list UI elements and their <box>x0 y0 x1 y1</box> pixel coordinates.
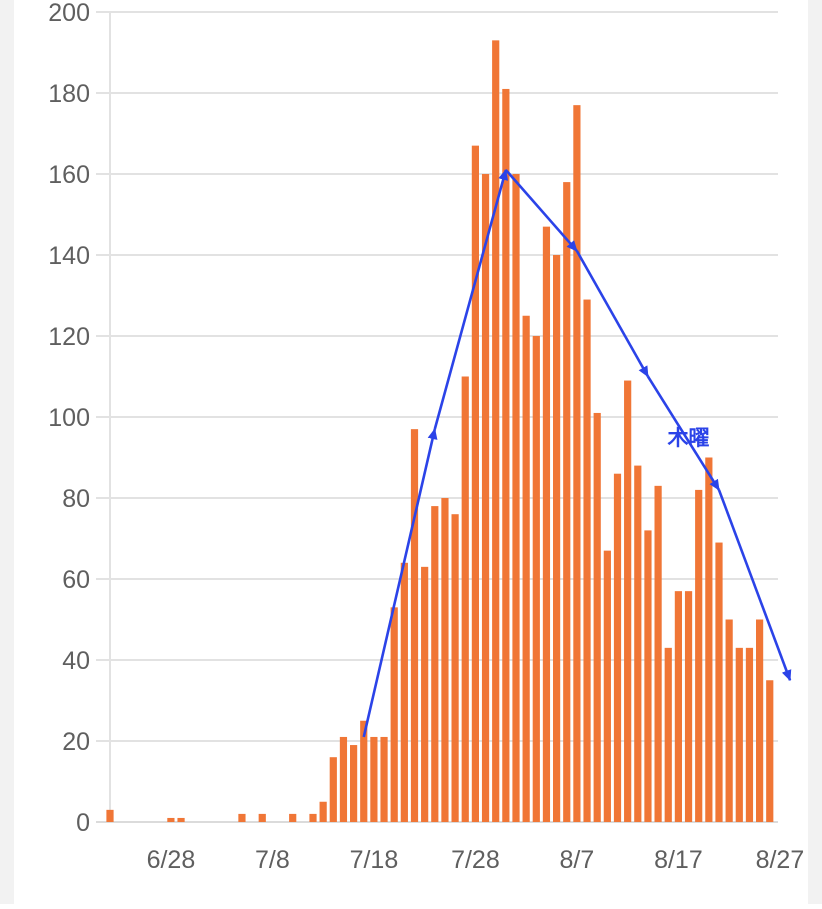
trend-lines <box>362 168 792 738</box>
y-tick-label: 160 <box>48 161 90 189</box>
bar-7/22: 7/22: 97 <box>410 429 419 822</box>
y-tick-label: 20 <box>62 728 90 756</box>
bar-7/23: 7/23: 63 <box>421 566 429 822</box>
bar-8/11: 8/11: 86 <box>613 473 622 822</box>
y-tick-label: 120 <box>48 323 90 351</box>
bar-8/4: 8/4: 147 <box>542 226 551 822</box>
bar-7/26: 7/26: 76 <box>451 514 459 822</box>
left-edge-shade <box>0 0 14 904</box>
bar-8/22: 8/22: 50 <box>725 619 733 822</box>
bar-8/14: 8/14: 72 <box>644 530 652 822</box>
bar-7/16: 7/16: 19 <box>350 745 358 822</box>
bar-7/19: 7/19: 21 <box>380 736 388 822</box>
y-tick-label: 0 <box>76 809 90 837</box>
bar-7/14: 7/14: 16 <box>329 757 337 822</box>
bar-7/28: 7/28: 167 <box>471 145 479 822</box>
bar-8/21: 8/21: 69 <box>715 542 723 822</box>
bar-8/24: 8/24: 43 <box>745 647 754 822</box>
bar-8/16: 8/16: 43 <box>664 647 672 822</box>
right-edge-shade <box>808 0 822 904</box>
x-tick-label: 6/28 <box>147 846 196 874</box>
y-tick-label: 180 <box>48 80 90 108</box>
annotations: 木曜 <box>667 426 710 450</box>
bar-8/13: 8/13: 88 <box>634 465 642 822</box>
bar-8/8: 8/8: 129 <box>583 299 591 822</box>
bar-6/29: 6/29: 1 <box>177 817 185 822</box>
bar-7/12: 7/12: 2 <box>309 813 317 822</box>
y-tick-label: 80 <box>62 485 90 513</box>
bar-7/27: 7/27: 110 <box>461 376 469 822</box>
bar-8/9: 8/9: 101 <box>593 412 601 822</box>
bar-8/12: 8/12: 109 <box>624 380 632 822</box>
bar-7/7: 7/7: 2 <box>258 813 266 822</box>
trend-segment <box>646 375 721 491</box>
trend-segment <box>433 168 509 430</box>
bar-8/19: 8/19: 82 <box>695 489 703 822</box>
x-tick-label: 7/28 <box>451 846 500 874</box>
trend-segment <box>717 489 792 682</box>
bar-7/13: 7/13: 5 <box>319 801 327 822</box>
bar-7/24: 7/24: 78 <box>431 506 439 822</box>
annotation-label: 木曜 <box>667 426 710 450</box>
bar-6/22: 6/22: 3 <box>106 809 114 822</box>
bar-7/25: 7/25: 80 <box>441 498 449 822</box>
bar-8/6: 8/6: 158 <box>563 182 571 823</box>
y-tick-label: 40 <box>62 647 90 675</box>
bar-7/31: 7/31: 181 <box>502 88 510 822</box>
bar-7/29: 7/29: 160 <box>481 174 490 822</box>
y-axis-ticks: 0 20 40 60 80 100 120 140 160 180 200 <box>48 0 90 837</box>
bar-8/1: 8/1: 160 <box>512 174 520 822</box>
x-tick-label: 7/18 <box>350 846 399 874</box>
y-tick-label: 140 <box>48 242 90 270</box>
x-tick-label: 8/7 <box>560 846 595 874</box>
x-tick-label: 8/17 <box>654 846 703 874</box>
bar-8/23: 8/23: 43 <box>735 647 743 822</box>
bar-7/21: 7/21: 64 <box>400 562 408 822</box>
trend-segment <box>575 250 650 378</box>
bar-8/20: 8/20: 90 <box>705 457 713 822</box>
bar-6/28: 6/28: 1 <box>167 817 175 822</box>
bar-7/10: 7/10: 2 <box>289 813 297 822</box>
y-tick-label: 200 <box>48 0 90 27</box>
bar-8/25: 8/25: 50 <box>756 619 764 822</box>
bar-7/20: 7/20: 53 <box>390 607 398 822</box>
y-tick-label: 100 <box>48 404 90 432</box>
bar-8/2: 8/2: 125 <box>522 315 530 822</box>
trend-segment <box>504 169 578 252</box>
x-tick-label: 7/8 <box>255 846 290 874</box>
x-axis-ticks: 6/28 7/8 7/18 7/28 8/7 8/17 8/27 <box>147 846 805 874</box>
bar-8/5: 8/5: 140 <box>553 255 561 822</box>
bar-8/3: 8/3: 120 <box>532 336 540 822</box>
bar-7/18: 7/18: 21 <box>370 736 378 822</box>
bar-7/17: 7/17: 25 <box>360 720 368 822</box>
bar-8/17: 8/17: 57 <box>674 591 682 822</box>
y-tick-label: 60 <box>62 566 90 594</box>
bar-8/10: 8/10: 67 <box>603 550 611 822</box>
bar-8/26: 8/26: 35 <box>766 680 774 822</box>
x-tick-label: 8/27 <box>756 846 805 874</box>
bars: 6/22: 3 6/28: 16/29: 1 7/5: 2 7/7: 2 7/10: 2… <box>106 40 774 823</box>
bar-8/7: 8/7: 177 <box>573 105 581 822</box>
bar-8/15: 8/15: 83 <box>654 485 662 822</box>
bar-7/5: 7/5: 2 <box>238 813 246 822</box>
bar-7/15: 7/15: 21 <box>339 736 348 822</box>
trend-segment <box>362 428 438 738</box>
bar-7/30: 7/30: 193 <box>492 40 500 823</box>
bar-8/18: 8/18: 57 <box>684 591 693 822</box>
